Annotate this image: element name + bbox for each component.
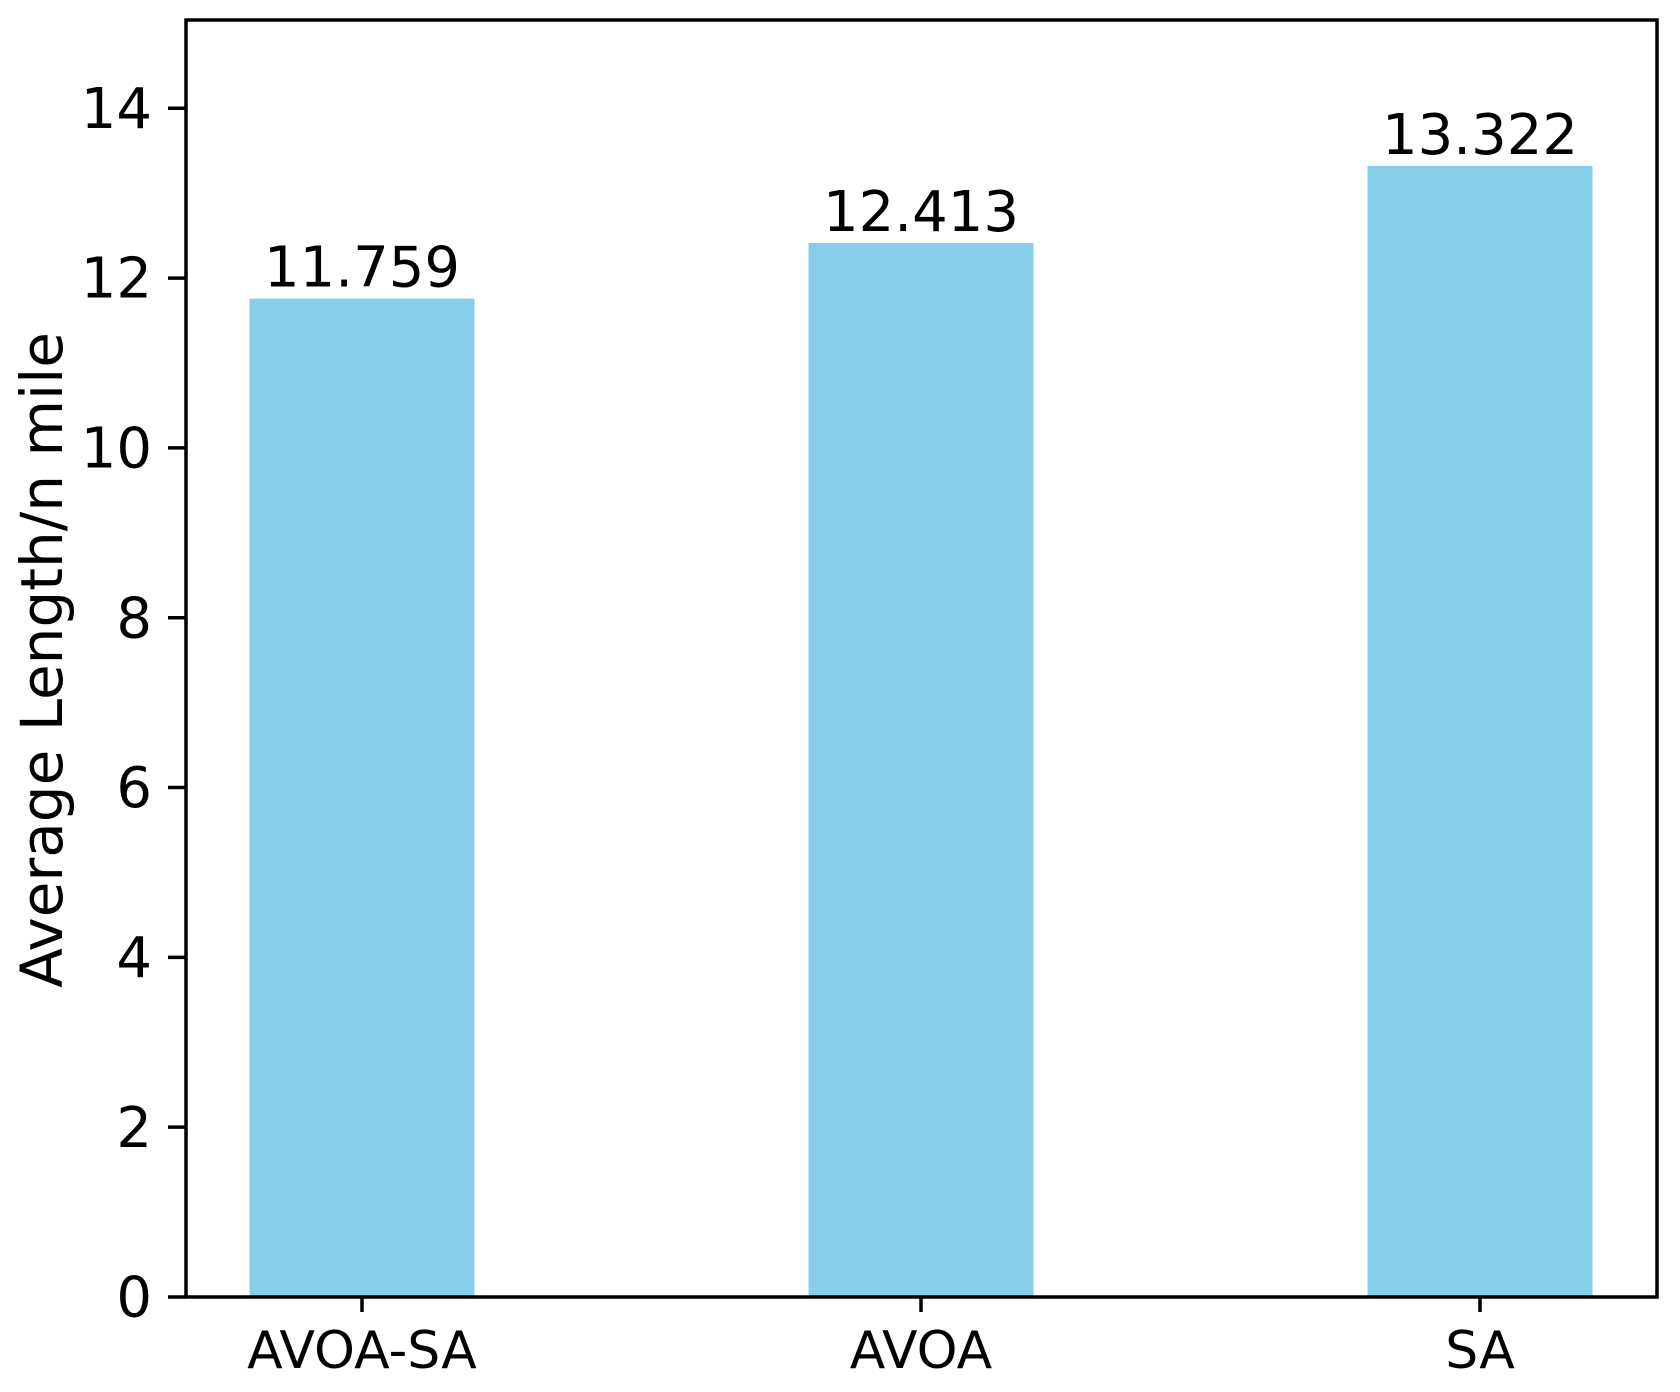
bars-layer: [249, 165, 1593, 1298]
bar-value-label: 13.322: [1382, 103, 1578, 168]
bar: [1367, 165, 1593, 1297]
bar: [808, 243, 1034, 1298]
y-axis-ticks: [168, 106, 186, 1299]
x-tick-label: AVOA-SA: [247, 1321, 477, 1381]
x-tick-label: AVOA: [850, 1321, 993, 1381]
y-tick-label: 0: [116, 1266, 152, 1331]
y-tick-label: 6: [116, 756, 152, 821]
x-axis-ticks: [360, 1297, 1482, 1312]
x-tick-label: SA: [1445, 1321, 1515, 1381]
y-tick-label: 2: [116, 1096, 152, 1161]
y-tick-label: 14: [81, 77, 152, 142]
y-axis-label: Average Length/n mile: [8, 332, 76, 988]
bar-value-labels: 11.759 12.413 13.322: [264, 103, 1578, 301]
y-tick-label: 10: [81, 417, 152, 482]
y-tick-label: 4: [116, 926, 152, 991]
bar-value-label: 11.759: [264, 236, 460, 301]
bar: [249, 298, 475, 1297]
plot-border: [184, 18, 1659, 1299]
x-axis-tick-labels: AVOA-SA AVOA SA: [247, 1321, 1515, 1381]
y-tick-label: 8: [116, 586, 152, 651]
y-axis-tick-labels: 0 2 4 6 8 10 12 14: [81, 77, 152, 1331]
bar-value-label: 12.413: [823, 180, 1019, 245]
y-tick-label: 12: [81, 247, 152, 312]
